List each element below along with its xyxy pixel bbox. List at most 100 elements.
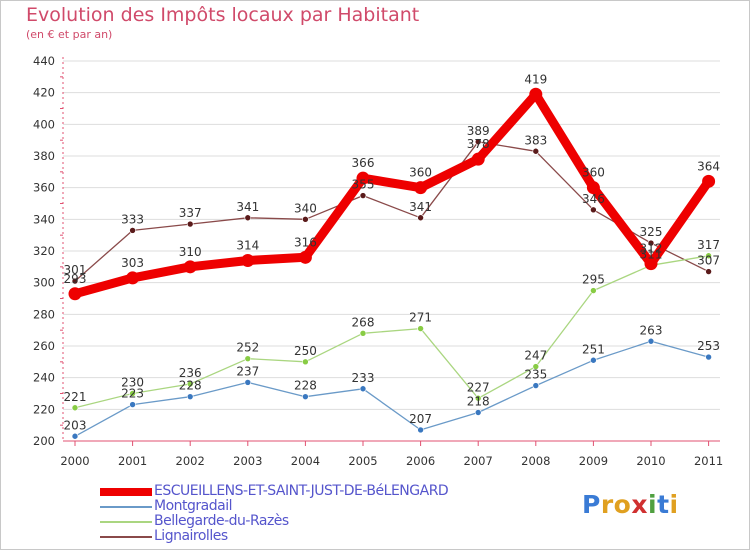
data-label: 227 — [467, 380, 490, 394]
series-line — [74, 340, 710, 437]
data-label: 364 — [697, 159, 720, 173]
data-point — [586, 181, 600, 195]
y-tick-label: 320 — [33, 244, 55, 258]
x-tick-label: 2011 — [694, 454, 723, 468]
data-point — [244, 214, 252, 222]
data-point — [244, 379, 252, 386]
logo-letter: i — [648, 490, 658, 519]
data-labels: 293 303 310 314 316 366 360 378 419 360 312 364 203 2… — [64, 72, 721, 432]
axes: 200 220 240 260 280 300 320 340 360 380 400 420 440 2… — [33, 54, 723, 468]
y-tick-label: 400 — [33, 117, 55, 131]
series-line — [74, 255, 710, 409]
data-point — [705, 252, 712, 260]
logo-letter: r — [600, 490, 614, 519]
logo-letter: i — [669, 490, 679, 519]
data-point — [644, 257, 658, 271]
data-point — [474, 394, 482, 402]
data-label: 268 — [352, 315, 375, 329]
data-label: 325 — [640, 225, 663, 239]
data-point — [532, 147, 540, 155]
logo-letter: x — [631, 490, 648, 519]
data-label: 271 — [409, 311, 432, 325]
data-label: 247 — [524, 349, 547, 363]
y-tick-label: 200 — [33, 434, 55, 448]
data-label: 295 — [582, 273, 605, 287]
data-label: 228 — [294, 379, 317, 393]
data-point — [68, 287, 82, 301]
data-point — [71, 404, 79, 412]
data-point — [129, 390, 136, 397]
data-label: 340 — [294, 201, 317, 215]
data-point — [529, 87, 543, 101]
y-tick-label: 280 — [33, 307, 55, 321]
data-label: 228 — [179, 379, 202, 393]
data-point — [417, 426, 424, 434]
y-tick-label: 440 — [33, 54, 55, 68]
x-tick-label: 2001 — [118, 454, 147, 468]
data-point — [183, 260, 197, 274]
data-label: 346 — [582, 192, 605, 206]
legend-label: Lignairolles — [154, 528, 228, 544]
y-tick-label: 220 — [33, 402, 55, 416]
legend-item: Montgradail — [100, 499, 448, 514]
data-point — [474, 138, 482, 146]
data-point — [71, 432, 79, 440]
data-point — [356, 171, 370, 185]
data-label: 378 — [467, 137, 490, 151]
chart-title: Evolution des Impôts locaux par Habitant — [26, 4, 420, 26]
y-tick-label: 360 — [33, 181, 55, 195]
data-label: 233 — [352, 371, 375, 385]
data-label: 218 — [467, 395, 490, 409]
data-point — [129, 401, 136, 408]
data-label: 230 — [121, 376, 144, 390]
data-point — [417, 214, 424, 222]
data-label: 221 — [64, 390, 87, 404]
data-point — [302, 358, 309, 366]
data-point — [590, 287, 597, 294]
data-point — [474, 409, 482, 416]
series-lines — [68, 87, 716, 440]
data-label: 337 — [179, 206, 202, 220]
x-tick-label: 2009 — [579, 454, 608, 468]
y-tick-label: 380 — [33, 149, 55, 163]
data-point — [590, 206, 597, 214]
data-label: 237 — [236, 364, 259, 378]
legend-item: Lignairolles — [100, 529, 448, 544]
data-label: 236 — [179, 366, 202, 380]
legend-label: ESCUEILLENS-ET-SAINT-JUST-DE-BéLENGARD — [154, 483, 449, 499]
legend-swatch — [100, 505, 152, 508]
data-point — [705, 268, 712, 275]
data-point — [302, 216, 309, 223]
data-label: 250 — [294, 344, 317, 358]
y-tick-label: 420 — [33, 86, 55, 100]
data-point — [126, 271, 140, 285]
data-point — [71, 277, 79, 285]
data-point — [590, 356, 597, 364]
data-point — [186, 220, 194, 228]
data-point — [532, 363, 540, 370]
data-label: 253 — [697, 339, 720, 353]
y-tick-label: 260 — [33, 339, 55, 353]
x-tick-label: 2005 — [348, 454, 377, 468]
data-point — [244, 355, 252, 362]
data-point — [241, 254, 255, 267]
data-point — [414, 181, 428, 195]
x-tick-label: 2004 — [291, 454, 320, 468]
data-label: 383 — [524, 133, 547, 147]
data-label: 316 — [294, 235, 317, 249]
data-label: 251 — [582, 342, 605, 356]
data-point — [302, 393, 309, 400]
x-tick-label: 2006 — [406, 454, 435, 468]
data-label: 311 — [640, 247, 663, 261]
x-tick-label: 2008 — [521, 454, 550, 468]
data-label: 317 — [697, 238, 720, 252]
series-line — [70, 89, 714, 299]
data-point — [298, 250, 312, 264]
data-point — [129, 227, 136, 234]
data-point — [647, 337, 655, 345]
data-label: 223 — [121, 387, 144, 401]
legend-label: Montgradail — [154, 498, 232, 514]
data-label: 314 — [236, 239, 259, 253]
legend-item: Bellegarde-du-Razès — [100, 514, 448, 529]
data-label: 307 — [697, 254, 720, 268]
